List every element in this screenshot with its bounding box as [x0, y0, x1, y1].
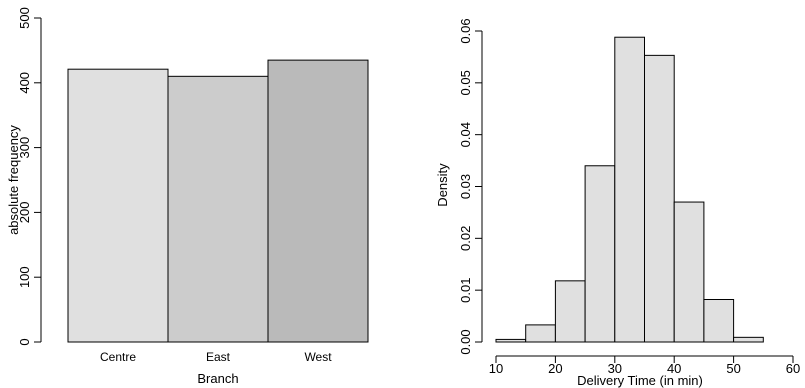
y-tick-label: 500	[17, 7, 32, 29]
x-tick-label: 20	[548, 361, 562, 376]
x-axis-title: Delivery Time (in min)	[577, 373, 703, 388]
histogram-bar	[495, 338, 527, 343]
y-tick-label: 0.03	[458, 174, 473, 199]
histogram-bar	[554, 280, 586, 343]
y-tick-label: 0	[17, 338, 32, 345]
y-tick-label: 200	[17, 202, 32, 224]
histogram-bar	[614, 36, 645, 343]
x-tick-label: 50	[726, 361, 740, 376]
y-tick-label: 100	[17, 266, 32, 288]
y-tick-label: 0.00	[458, 329, 473, 354]
delivery-time-histogram: 0.00 0.01 0.02 0.03 0.04 0.05 0.06 10 20 30 40 50 60…	[435, 18, 800, 388]
bar-east	[167, 75, 269, 343]
y-axis-title: Density	[435, 163, 450, 207]
x-tick-label: 40	[667, 361, 681, 376]
category-label: East	[206, 350, 231, 364]
x-tick-label: 60	[786, 361, 800, 376]
category-label: Centre	[100, 350, 136, 364]
y-axis-title: absolute frequency	[6, 125, 21, 235]
histogram-bar	[584, 165, 616, 343]
category-label: West	[304, 350, 332, 364]
histogram-bar	[703, 298, 735, 343]
bar-centre	[67, 68, 169, 343]
histogram-bar	[733, 336, 764, 343]
histogram-bar	[644, 54, 675, 343]
histogram-bar	[525, 324, 556, 343]
y-tick-label: 400	[17, 72, 32, 94]
y-tick-label: 0.05	[458, 70, 473, 95]
y-tick-label: 300	[17, 137, 32, 159]
x-tick-label: 10	[489, 361, 503, 376]
histogram-bar	[673, 201, 705, 343]
x-tick-label: 30	[608, 361, 622, 376]
y-tick-label: 0.01	[458, 278, 473, 303]
x-axis-title: Branch	[197, 371, 238, 386]
branch-bar-chart: 0 100 200 300 400 500 Centre East West Branch abso…	[6, 7, 369, 386]
y-tick-label: 0.02	[458, 226, 473, 251]
bar-west	[267, 59, 369, 343]
y-tick-label: 0.06	[458, 18, 473, 43]
y-tick-label: 0.04	[458, 122, 473, 147]
